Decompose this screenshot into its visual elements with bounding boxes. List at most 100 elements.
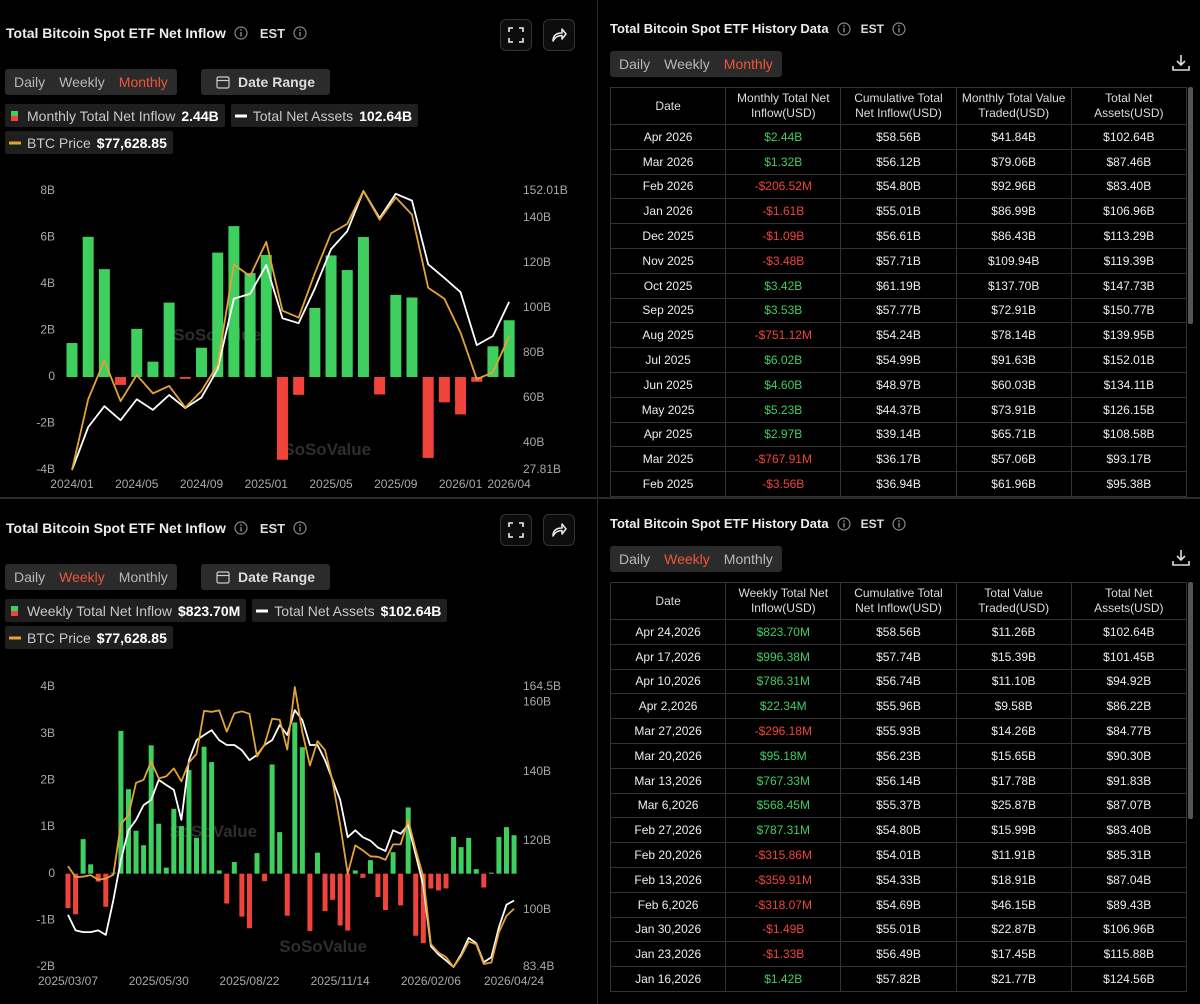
y-tick-label: -1B bbox=[36, 913, 55, 927]
period-tab[interactable]: Daily bbox=[619, 56, 651, 72]
bar bbox=[309, 307, 321, 377]
bar bbox=[443, 873, 449, 889]
table-cell: $15.65B bbox=[956, 743, 1072, 769]
table-cell: $84.77B bbox=[1071, 719, 1187, 744]
bar bbox=[156, 823, 162, 874]
legend-item: BTC Price $77,628.85 bbox=[5, 626, 173, 649]
legend-value: $77,628.85 bbox=[96, 629, 167, 646]
period-tab[interactable]: Monthly bbox=[118, 569, 168, 585]
period-tab[interactable]: Daily bbox=[14, 569, 46, 585]
share-button[interactable] bbox=[543, 19, 575, 51]
bar bbox=[383, 873, 389, 911]
legend-swatch bbox=[234, 114, 247, 117]
table-cell: $823.70M bbox=[726, 620, 842, 645]
date-range-button[interactable]: Date Range bbox=[201, 564, 330, 590]
period-tab[interactable]: Monthly bbox=[723, 551, 773, 567]
legend-value: 2.44B bbox=[181, 107, 219, 124]
icon-stroke bbox=[519, 27, 524, 32]
table-cell: $101.45B bbox=[1071, 644, 1187, 670]
icon-stroke bbox=[508, 522, 513, 527]
legend-item: BTC Price $77,628.85 bbox=[5, 131, 173, 154]
timezone: EST bbox=[860, 21, 884, 36]
table-row: Jan 30,2026 -$1.49B $55.01B $22.87B $106.96B bbox=[610, 917, 1187, 943]
period-tab[interactable]: Weekly bbox=[59, 74, 105, 90]
x-tick-label: 2026/04/24 bbox=[484, 974, 544, 988]
table-cell: $55.93B bbox=[841, 719, 957, 744]
icon-stroke bbox=[519, 38, 524, 43]
bar bbox=[367, 860, 373, 874]
table-cell: $56.61B bbox=[841, 224, 957, 249]
table-cell: $18.91B bbox=[956, 867, 1072, 893]
fullscreen-button[interactable] bbox=[500, 514, 532, 546]
table-row: Apr 2025 $2.97B $39.14B $65.71B $108.58B bbox=[610, 422, 1187, 448]
bar bbox=[455, 377, 467, 415]
column-header: Total Net Assets(USD) bbox=[1071, 88, 1187, 125]
scrollbar[interactable] bbox=[1188, 582, 1193, 819]
bar bbox=[246, 873, 252, 929]
table-cell: $57.74B bbox=[841, 644, 957, 670]
table-header: Total Bitcoin Spot ETF History Data EST bbox=[610, 516, 906, 531]
y2-tick-label: 140B bbox=[523, 764, 551, 778]
period-tab[interactable]: Daily bbox=[14, 74, 46, 90]
info-dot bbox=[898, 519, 900, 522]
table-cell: $22.87B bbox=[956, 917, 1072, 943]
bar bbox=[231, 862, 237, 874]
button-icon bbox=[508, 522, 524, 538]
period-tab[interactable]: Weekly bbox=[664, 56, 710, 72]
date-range-button[interactable]: Date Range bbox=[201, 69, 330, 95]
table-row: Mar 6,2026 $568.45M $55.37B $25.87B $87.07B bbox=[610, 793, 1187, 819]
table-cell: $54.69B bbox=[841, 892, 957, 918]
table-cell: Feb 20,2026 bbox=[611, 843, 727, 868]
table-cell: Feb 2025 bbox=[611, 472, 727, 497]
table-row: Jul 2025 $6.02B $54.99B $91.63B $152.01B bbox=[610, 348, 1187, 373]
table-row: Apr 10,2026 $786.31M $56.74B $11.10B $94.92B bbox=[610, 669, 1187, 695]
bar bbox=[420, 873, 426, 944]
table-cell: $48.97B bbox=[841, 372, 957, 398]
bar bbox=[171, 808, 177, 874]
table-title: Total Bitcoin Spot ETF History Data bbox=[610, 516, 829, 531]
line bbox=[71, 190, 510, 471]
x-tick-label: 2026/02/06 bbox=[401, 974, 461, 988]
share-button[interactable] bbox=[543, 514, 575, 546]
period-tab[interactable]: Weekly bbox=[664, 551, 710, 567]
table-cell: Apr 2026 bbox=[611, 125, 727, 150]
table-header-row: Date Weekly Total Net Inflow(USD) Cumulati… bbox=[610, 582, 1187, 620]
table-cell: $108.58B bbox=[1071, 422, 1187, 448]
table-row: Feb 27,2026 $787.31M $54.80B $15.99B $83.40B bbox=[610, 818, 1187, 844]
table-cell: Mar 20,2026 bbox=[611, 743, 727, 769]
icon-stroke bbox=[519, 533, 524, 538]
period-tab[interactable]: Monthly bbox=[723, 56, 773, 72]
table-cell: $767.33M bbox=[726, 768, 842, 794]
table-cell: $54.99B bbox=[841, 348, 957, 373]
table-cell: $11.91B bbox=[956, 843, 1072, 868]
icon-stroke bbox=[552, 28, 567, 42]
table-cell: -$315.86M bbox=[726, 843, 842, 868]
period-tab[interactable]: Weekly bbox=[59, 569, 105, 585]
bar bbox=[322, 873, 328, 911]
period-tab[interactable]: Monthly bbox=[118, 74, 168, 90]
period-tab[interactable]: Daily bbox=[619, 551, 651, 567]
table-cell: $61.96B bbox=[956, 472, 1072, 497]
table-cell: $152.01B bbox=[1071, 348, 1187, 373]
table-cell: $996.38M bbox=[726, 644, 842, 670]
y-tick-label: 2B bbox=[40, 773, 55, 787]
table-cell: $65.71B bbox=[956, 422, 1072, 448]
fullscreen-button[interactable] bbox=[500, 19, 532, 51]
table-cell: Jan 23,2026 bbox=[611, 942, 727, 968]
table-cell: $106.96B bbox=[1071, 917, 1187, 943]
table-cell: $86.22B bbox=[1071, 694, 1187, 720]
column-header: Date bbox=[611, 583, 727, 620]
table-cell: -$767.91M bbox=[726, 447, 842, 473]
table-row: Feb 20,2026 -$315.86M $54.01B $11.91B $85.31… bbox=[610, 843, 1187, 868]
scrollbar[interactable] bbox=[1188, 87, 1193, 324]
table-cell: $119.39B bbox=[1071, 248, 1187, 274]
bar bbox=[254, 853, 260, 874]
bar bbox=[141, 845, 147, 874]
bar bbox=[466, 837, 472, 874]
y2-tick-label: 27.81B bbox=[523, 462, 561, 476]
table-row: Feb 6,2026 -$318.07M $54.69B $46.15B $89.43B bbox=[610, 892, 1187, 918]
y-tick-label: -2B bbox=[36, 416, 55, 430]
button-icon bbox=[552, 28, 567, 42]
table-cell: -$1.33B bbox=[726, 942, 842, 968]
bar bbox=[209, 762, 215, 874]
